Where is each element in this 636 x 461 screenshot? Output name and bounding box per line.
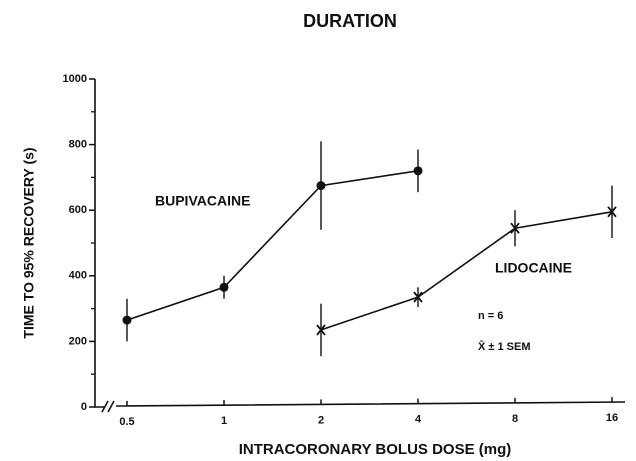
axes xyxy=(94,79,626,408)
y-axis-label: TIME TO 95% RECOVERY (s) xyxy=(21,147,37,338)
y-tick-label: 1000 xyxy=(63,73,87,85)
marker xyxy=(413,291,423,303)
marker xyxy=(510,222,520,234)
x-tick-label: 2 xyxy=(318,414,324,426)
marker xyxy=(316,324,326,336)
y-tick-label: 200 xyxy=(69,335,87,347)
series-label: BUPIVACAINE xyxy=(155,193,250,209)
annotation: n = 6 xyxy=(478,310,503,322)
x-tick-label: 8 xyxy=(512,413,518,425)
x-axis-label: INTRACORONARY BOLUS DOSE (mg) xyxy=(239,441,512,458)
y-tick-label: 600 xyxy=(69,204,87,216)
marker xyxy=(607,206,617,218)
axis-break xyxy=(101,400,115,413)
series-line xyxy=(320,211,613,331)
y-tick-label: 800 xyxy=(69,139,87,151)
x-tick-label: 0.5 xyxy=(119,416,134,428)
annotation: X̄ ± 1 SEM xyxy=(478,341,531,353)
marker xyxy=(122,315,132,325)
x-tick-label: 16 xyxy=(606,412,618,424)
chart-title: DURATION xyxy=(303,11,397,31)
y-tick-label: 0 xyxy=(81,401,87,413)
y-tick-label: 400 xyxy=(69,270,87,282)
marker xyxy=(316,181,326,191)
marker xyxy=(219,282,229,292)
series-line xyxy=(126,170,419,321)
marker xyxy=(413,166,423,176)
series-label: LIDOCAINE xyxy=(495,260,572,276)
x-tick-label: 1 xyxy=(221,415,227,427)
x-tick-label: 4 xyxy=(415,414,422,426)
